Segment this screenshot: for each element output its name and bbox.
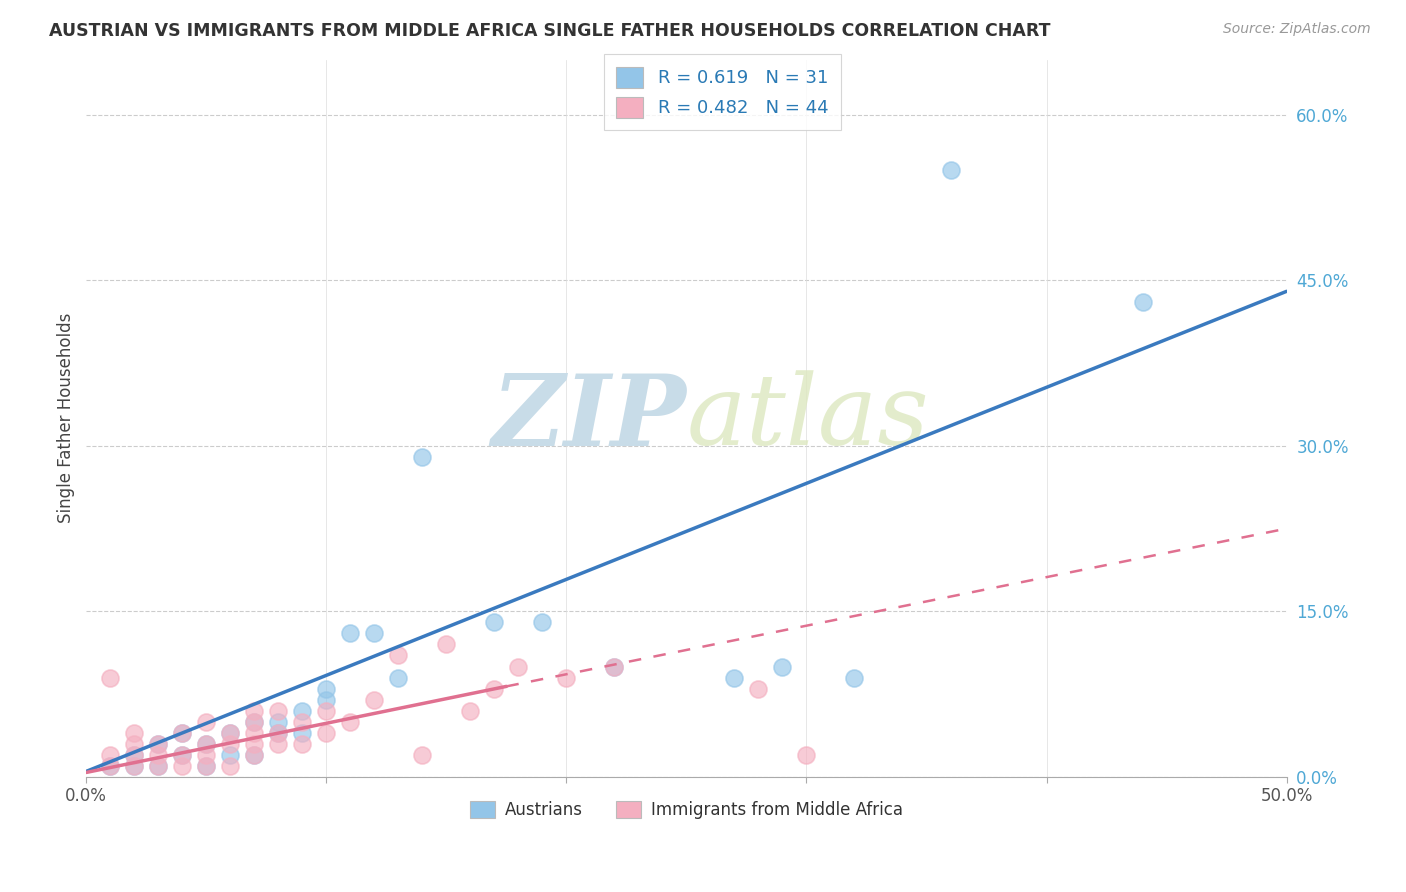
Point [98,759,121,773]
Point [148,759,170,773]
Point [243,714,266,729]
Point [219,759,242,773]
Point [484,615,506,630]
Point [219,747,242,762]
Point [195,714,218,729]
Point [124,737,146,751]
Point [267,725,290,739]
Point [219,725,242,739]
Point [219,737,242,751]
Point [387,671,409,685]
Point [148,747,170,762]
Point [124,759,146,773]
Point [243,747,266,762]
Point [172,759,194,773]
Point [387,648,409,663]
Point [243,704,266,718]
Y-axis label: Single Father Households: Single Father Households [58,313,75,524]
Point [267,714,290,729]
Point [195,747,218,762]
Point [603,659,626,673]
Text: AUSTRIAN VS IMMIGRANTS FROM MIDDLE AFRICA SINGLE FATHER HOUSEHOLDS CORRELATION C: AUSTRIAN VS IMMIGRANTS FROM MIDDLE AFRIC… [49,22,1050,40]
Point [243,747,266,762]
Point [747,681,769,696]
Point [939,163,962,178]
Point [124,759,146,773]
Point [555,671,578,685]
Point [723,671,745,685]
Point [291,737,314,751]
Point [98,759,121,773]
Point [124,747,146,762]
Point [363,626,385,640]
Point [148,737,170,751]
Point [195,737,218,751]
Point [267,704,290,718]
Point [315,692,337,706]
Point [148,737,170,751]
Point [363,692,385,706]
Point [772,659,794,673]
Point [508,659,530,673]
Point [98,671,121,685]
Point [124,725,146,739]
Point [172,725,194,739]
Point [531,615,554,630]
Point [148,759,170,773]
Point [291,714,314,729]
Point [291,725,314,739]
Point [267,725,290,739]
Text: ZIP: ZIP [492,370,686,467]
Point [267,737,290,751]
Point [339,714,361,729]
Point [484,681,506,696]
Point [291,704,314,718]
Point [411,450,433,464]
Point [98,747,121,762]
Point [172,747,194,762]
Point [315,681,337,696]
Point [243,725,266,739]
Point [315,725,337,739]
Point [411,747,433,762]
Point [460,704,482,718]
Point [603,659,626,673]
Point [844,671,866,685]
Point [195,737,218,751]
Point [172,725,194,739]
Point [434,637,457,651]
Point [339,626,361,640]
Text: Source: ZipAtlas.com: Source: ZipAtlas.com [1223,22,1371,37]
Text: atlas: atlas [686,370,929,466]
Point [1132,295,1154,310]
Point [195,759,218,773]
Point [219,725,242,739]
Point [172,747,194,762]
Point [315,704,337,718]
Point [243,737,266,751]
Point [124,747,146,762]
Point [195,759,218,773]
Point [243,714,266,729]
Point [796,747,818,762]
Legend: Austrians, Immigrants from Middle Africa: Austrians, Immigrants from Middle Africa [463,795,910,826]
